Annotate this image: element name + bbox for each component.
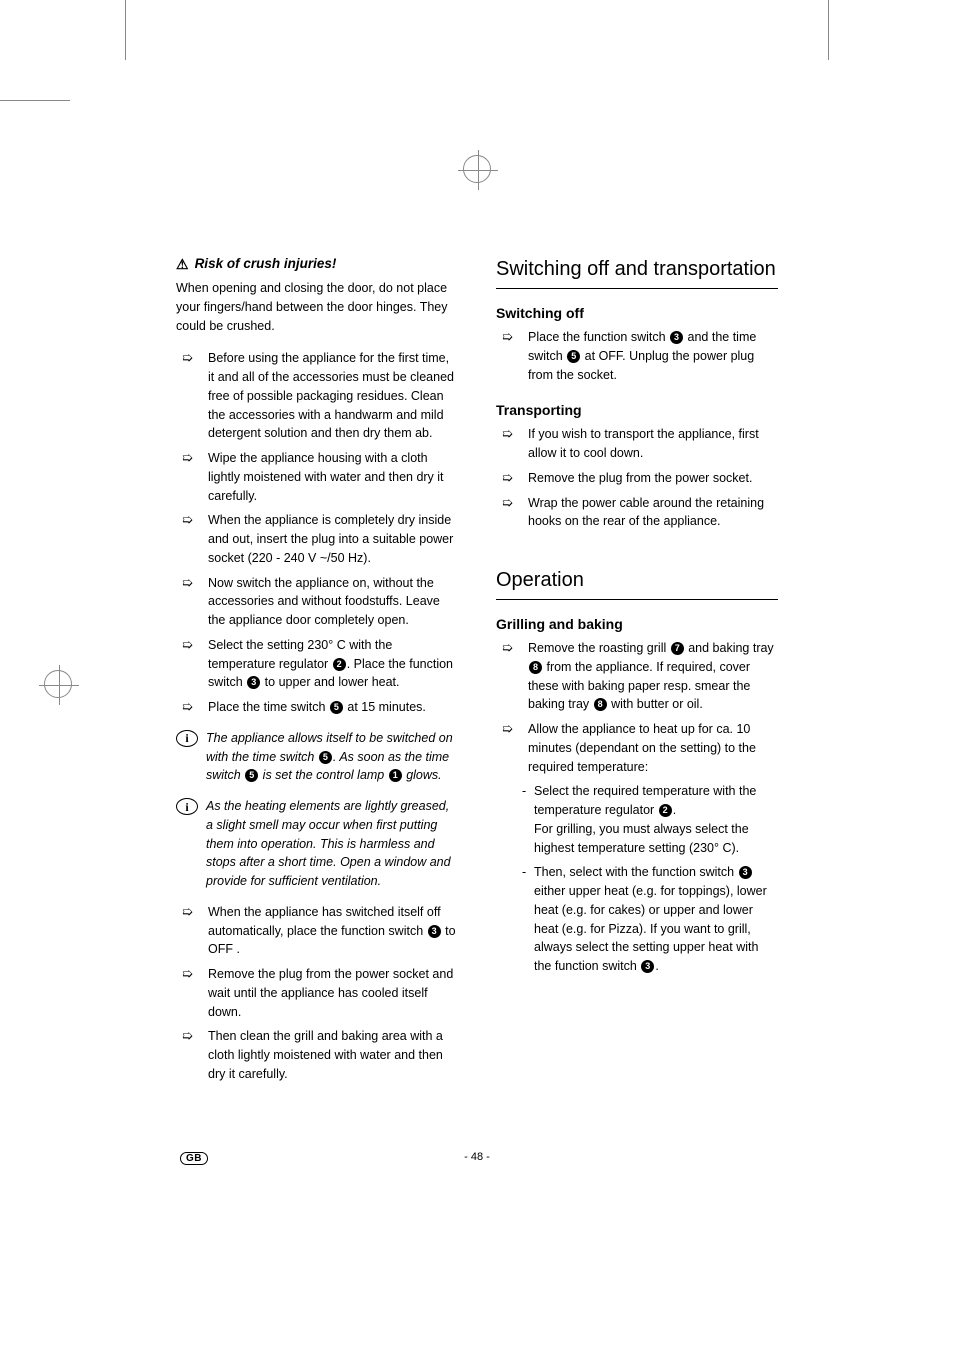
step-item: ➯When the appliance has switched itself … bbox=[176, 903, 458, 959]
ref-1: 1 bbox=[389, 769, 402, 782]
arrow-icon: ➯ bbox=[182, 965, 200, 1021]
sub-item: -Then, select with the function switch 3… bbox=[496, 863, 778, 976]
step-item: ➯If you wish to transport the appliance,… bbox=[496, 425, 778, 463]
ref-3: 3 bbox=[428, 925, 441, 938]
ref-8: 8 bbox=[529, 661, 542, 674]
step-item: ➯Remove the plug from the power socket a… bbox=[176, 965, 458, 1021]
arrow-icon: ➯ bbox=[502, 720, 520, 776]
arrow-icon: ➯ bbox=[182, 349, 200, 443]
page-number: - 48 - bbox=[0, 1151, 954, 1163]
section-heading: Operation bbox=[496, 565, 778, 600]
arrow-icon: ➯ bbox=[502, 469, 520, 488]
ref-8: 8 bbox=[594, 698, 607, 711]
info-note: iThe appliance allows itself to be switc… bbox=[176, 729, 458, 785]
warning-icon: ⚠ bbox=[176, 254, 189, 275]
arrow-icon: ➯ bbox=[502, 425, 520, 463]
arrow-icon: ➯ bbox=[182, 1027, 200, 1083]
subsection-heading: Transporting bbox=[496, 400, 778, 421]
arrow-icon: ➯ bbox=[182, 574, 200, 630]
arrow-icon: ➯ bbox=[502, 639, 520, 714]
step-item: ➯Place the time switch 5 at 15 minutes. bbox=[176, 698, 458, 717]
arrow-icon: ➯ bbox=[182, 903, 200, 959]
ref-3: 3 bbox=[670, 331, 683, 344]
section-heading: Switching off and transportation bbox=[496, 254, 778, 289]
arrow-icon: ➯ bbox=[502, 328, 520, 384]
step-item: ➯Now switch the appliance on, without th… bbox=[176, 574, 458, 630]
step-item: ➯Wipe the appliance housing with a cloth… bbox=[176, 449, 458, 505]
warning-heading: ⚠ Risk of crush injuries! bbox=[176, 254, 458, 275]
step-item: ➯Remove the plug from the power socket. bbox=[496, 469, 778, 488]
sub-item: -Select the required temperature with th… bbox=[496, 782, 778, 857]
ref-5: 5 bbox=[319, 751, 332, 764]
step-item: ➯Place the function switch 3 and the tim… bbox=[496, 328, 778, 384]
ref-2: 2 bbox=[333, 658, 346, 671]
left-column: ⚠ Risk of crush injuries! When opening a… bbox=[176, 254, 458, 1171]
step-item: ➯Remove the roasting grill 7 and baking … bbox=[496, 639, 778, 714]
step-item: ➯Select the setting 230° C with the temp… bbox=[176, 636, 458, 692]
step-item: ➯When the appliance is completely dry in… bbox=[176, 511, 458, 567]
ref-5: 5 bbox=[330, 701, 343, 714]
step-item: ➯Then clean the grill and baking area wi… bbox=[176, 1027, 458, 1083]
arrow-icon: ➯ bbox=[182, 511, 200, 567]
info-note: iAs the heating elements are lightly gre… bbox=[176, 797, 458, 891]
ref-5: 5 bbox=[245, 769, 258, 782]
ref-2: 2 bbox=[659, 804, 672, 817]
info-icon: i bbox=[176, 730, 198, 747]
warning-title: Risk of crush injuries! bbox=[195, 254, 337, 274]
arrow-icon: ➯ bbox=[182, 636, 200, 692]
ref-5: 5 bbox=[567, 350, 580, 363]
right-column: Switching off and transportation Switchi… bbox=[496, 254, 778, 1171]
step-item: ➯Allow the appliance to heat up for ca. … bbox=[496, 720, 778, 776]
ref-3: 3 bbox=[739, 866, 752, 879]
ref-3: 3 bbox=[641, 960, 654, 973]
arrow-icon: ➯ bbox=[182, 698, 200, 717]
page-body: ⚠ Risk of crush injuries! When opening a… bbox=[176, 254, 778, 1171]
arrow-icon: ➯ bbox=[502, 494, 520, 532]
subsection-heading: Switching off bbox=[496, 303, 778, 324]
step-item: ➯Before using the appliance for the firs… bbox=[176, 349, 458, 443]
arrow-icon: ➯ bbox=[182, 449, 200, 505]
ref-7: 7 bbox=[671, 642, 684, 655]
info-icon: i bbox=[176, 798, 198, 815]
warning-text: When opening and closing the door, do no… bbox=[176, 279, 458, 335]
ref-3: 3 bbox=[247, 676, 260, 689]
subsection-heading: Grilling and baking bbox=[496, 614, 778, 635]
step-item: ➯Wrap the power cable around the retaini… bbox=[496, 494, 778, 532]
